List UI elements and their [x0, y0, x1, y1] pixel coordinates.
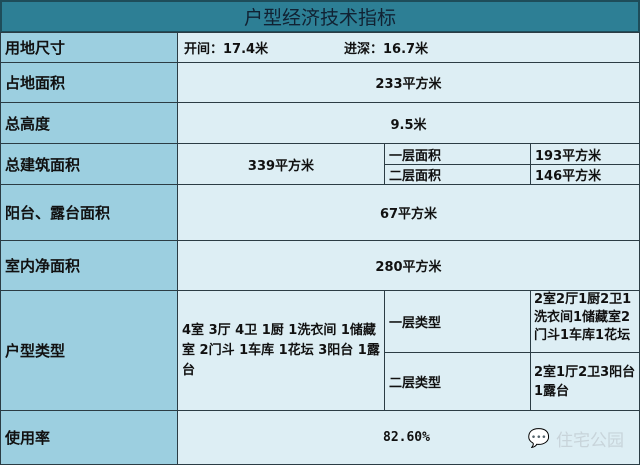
height-value: 9.5米: [177, 102, 640, 144]
wechat-icon: 💬: [527, 428, 550, 449]
watermark-text: 住宅公园: [556, 431, 624, 451]
gfa-f1-label: 一层面积: [384, 143, 531, 165]
depth-value: 进深：16.7米: [344, 42, 429, 57]
label-land-size: 用地尺寸: [0, 32, 178, 63]
type-f1-label: 一层类型: [384, 290, 531, 353]
type-f1-value: 2室2厅1厨2卫1洗衣间1储藏室2门斗1车库1花坛: [530, 290, 640, 353]
label-type: 户型类型: [0, 290, 178, 411]
net-value: 280平方米: [177, 240, 640, 291]
table-title: 户型经济技术指标: [0, 0, 640, 33]
width-value: 开间：17.4米: [184, 42, 269, 57]
footprint-value: 233平方米: [177, 62, 640, 103]
usage-value: 82.60%: [177, 410, 640, 465]
label-height: 总高度: [0, 102, 178, 144]
type-f2-value: 2室1厅2卫3阳台1露台: [530, 352, 640, 411]
label-usage: 使用率: [0, 410, 178, 465]
land-size-cell: 开间：17.4米 进深：16.7米: [177, 32, 640, 63]
type-f2-label: 二层类型: [384, 352, 531, 411]
label-gfa: 总建筑面积: [0, 143, 178, 185]
gfa-value: 339平方米: [177, 143, 385, 185]
type-value: 4室 3厅 4卫 1厨 1洗衣间 1储藏室 2门斗 1车库 1花坛 3阳台 1露…: [177, 290, 385, 411]
label-balcony: 阳台、露台面积: [0, 184, 178, 241]
label-net: 室内净面积: [0, 240, 178, 291]
label-footprint: 占地面积: [0, 62, 178, 103]
gfa-f2-value: 146平方米: [530, 164, 640, 185]
gfa-f2-label: 二层面积: [384, 164, 531, 185]
balcony-value: 67平方米: [177, 184, 640, 241]
watermark: 💬 住宅公园: [528, 426, 624, 451]
gfa-f1-value: 193平方米: [530, 143, 640, 165]
